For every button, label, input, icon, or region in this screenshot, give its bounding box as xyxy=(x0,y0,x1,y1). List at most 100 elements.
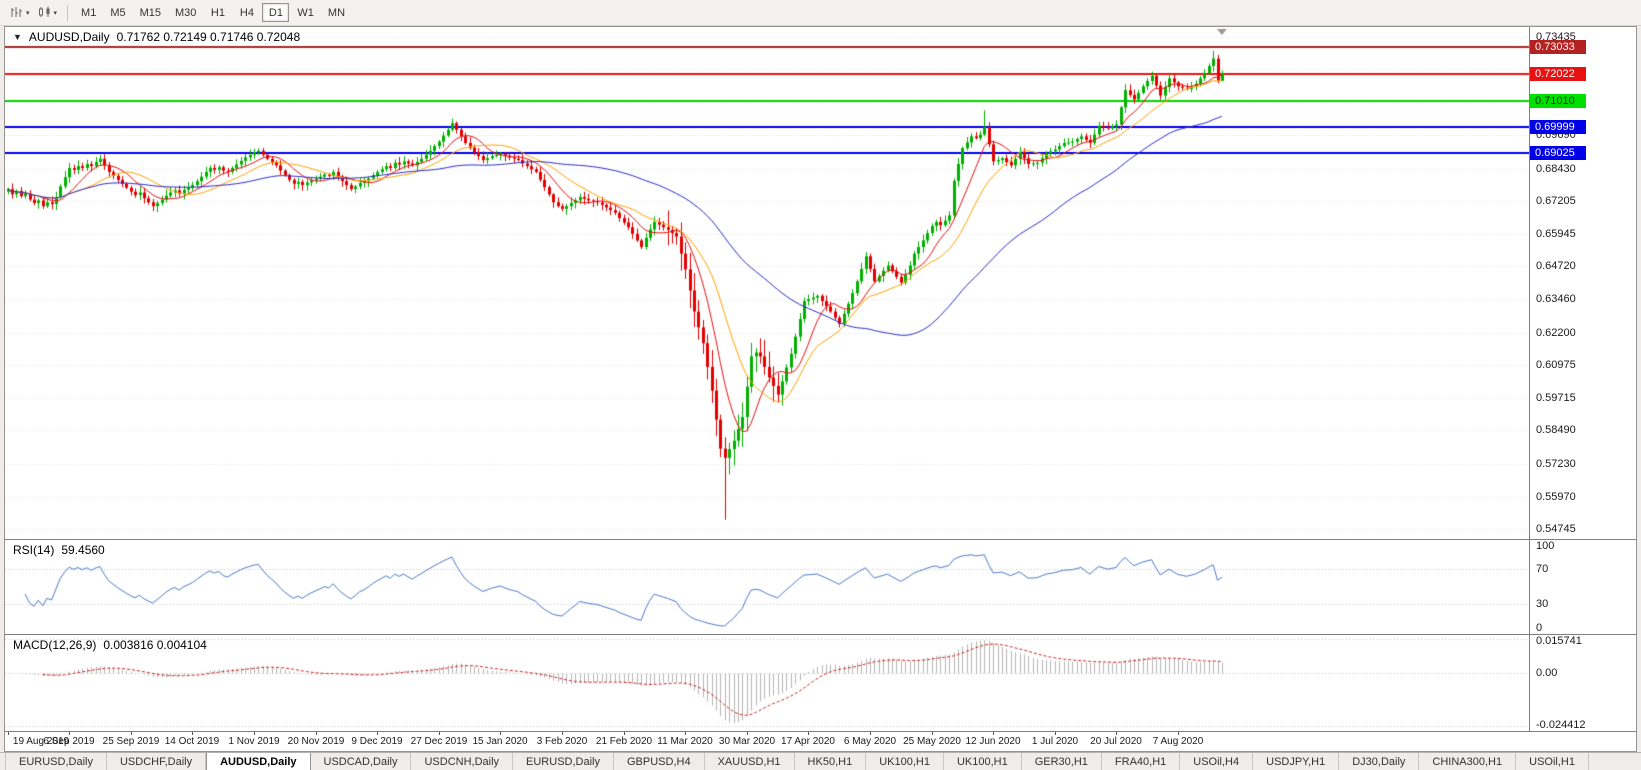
chart-tab-eurusd-daily[interactable]: EURUSD,Daily xyxy=(513,753,614,770)
timeframe-button-d1[interactable]: D1 xyxy=(262,3,290,22)
top-toolbar: ▾ ▾ M1 M5 M15 M30 H1 H4 D1 W1 MN xyxy=(0,0,1641,26)
timeframe-button-w1[interactable]: W1 xyxy=(297,6,314,19)
price-axis-label: 0.58490 xyxy=(1536,424,1576,437)
date-tick xyxy=(439,732,440,735)
chart-window: ▼ AUDUSD,Daily 0.71762 0.72149 0.71746 0… xyxy=(4,26,1637,752)
chart-tab-usdjpy-h1[interactable]: USDJPY,H1 xyxy=(1253,753,1340,770)
timeframe-button-m5[interactable]: M5 xyxy=(110,6,126,19)
chart-tab-uk100-h1[interactable]: UK100,H1 xyxy=(866,753,944,770)
chart-tab-fra40-h1[interactable]: FRA40,H1 xyxy=(1102,753,1181,770)
date-axis-label: 6 Sep 2019 xyxy=(43,736,95,747)
date-tick xyxy=(131,732,132,735)
date-tick xyxy=(1178,732,1179,735)
rsi-axis-label: 100 xyxy=(1536,540,1555,552)
price-axis-label: 0.63460 xyxy=(1536,293,1576,306)
date-tick xyxy=(377,732,378,735)
date-axis-label: 3 Feb 2020 xyxy=(536,736,588,747)
panel-separator[interactable] xyxy=(5,539,1636,540)
panel-separator[interactable] xyxy=(5,634,1636,635)
price-line-label: 0.69025 xyxy=(1530,145,1586,160)
price-chart-canvas[interactable] xyxy=(5,27,1529,539)
macd-axis[interactable]: 0.015741 0.00 -0.024412 xyxy=(1530,635,1636,731)
rsi-indicator-canvas[interactable] xyxy=(5,540,1529,634)
timeframe-toolbar: M1 M5 M15 M30 H1 H4 D1 W1 MN xyxy=(74,3,352,22)
date-tick xyxy=(870,732,871,735)
chart-tab-bar: EURUSD,Daily USDCHF,Daily AUDUSD,Daily USDC… xyxy=(0,752,1641,770)
chart-title: ▼ AUDUSD,Daily 0.71762 0.72149 0.71746 0… xyxy=(13,30,300,44)
chart-tab-gbpusd-h4[interactable]: GBPUSD,H4 xyxy=(614,753,705,770)
timeframe-button-m1[interactable]: M1 xyxy=(81,6,97,19)
price-axis-label: 0.59715 xyxy=(1536,392,1576,405)
price-axis[interactable]: 0.73435 0.69690 0.68430 0.67205 0.65945 0.647… xyxy=(1530,27,1636,539)
chart-tab-audusd-daily[interactable]: AUDUSD,Daily xyxy=(206,753,311,770)
chart-tab-usoil-h1[interactable]: USOil,H1 xyxy=(1516,753,1589,770)
chart-tab-eurusd-daily[interactable]: EURUSD,Daily xyxy=(5,753,107,770)
date-axis-label: 7 Aug 2020 xyxy=(1152,736,1204,747)
macd-axis-label: 0.00 xyxy=(1536,667,1558,680)
price-axis-label: 0.67205 xyxy=(1536,194,1576,207)
chart-tab-usdchf-daily[interactable]: USDCHF,Daily xyxy=(107,753,207,770)
date-axis-label: 21 Feb 2020 xyxy=(595,736,653,747)
date-axis-label: 15 Jan 2020 xyxy=(472,736,528,747)
panel-separator xyxy=(5,731,1636,732)
timeframe-button-m30[interactable]: M30 xyxy=(175,6,197,19)
price-line-label: 0.73033 xyxy=(1530,40,1586,55)
price-axis-label: 0.54745 xyxy=(1536,523,1576,536)
price-axis-border xyxy=(1529,27,1530,732)
price-axis-label: 0.55970 xyxy=(1536,490,1576,503)
date-tick xyxy=(8,732,9,735)
date-axis-label: 11 Mar 2020 xyxy=(657,736,713,747)
price-axis-label: 0.68430 xyxy=(1536,162,1576,175)
macd-indicator-canvas[interactable] xyxy=(5,635,1529,731)
chart-tab-china300-h1[interactable]: CHINA300,H1 xyxy=(1419,753,1517,770)
rsi-axis-label: 70 xyxy=(1536,563,1549,576)
date-tick xyxy=(192,732,193,735)
macd-name: MACD(12,26,9) xyxy=(13,638,97,652)
date-axis[interactable]: 19 Aug 2019 6 Sep 2019 25 Sep 2019 14 Oct 2… xyxy=(5,732,1636,751)
chart-tab-ger30-h1[interactable]: GER30,H1 xyxy=(1022,753,1102,770)
chart-tab-dj30-daily[interactable]: DJ30,Daily xyxy=(1339,753,1420,770)
chart-symbol-period: AUDUSD,Daily xyxy=(28,30,110,44)
rsi-axis-label: 0 xyxy=(1536,622,1543,634)
macd-axis-label: -0.024412 xyxy=(1536,719,1586,731)
price-axis-label: 0.57230 xyxy=(1536,457,1576,470)
date-tick xyxy=(1055,732,1056,735)
chevron-down-icon: ▾ xyxy=(53,9,58,17)
chart-tab-uk100-h1[interactable]: UK100,H1 xyxy=(944,753,1022,770)
rsi-label: RSI(14) 59.4560 xyxy=(13,543,105,557)
rsi-axis-label: 30 xyxy=(1536,597,1549,610)
chart-tab-usdcad-daily[interactable]: USDCAD,Daily xyxy=(311,753,412,770)
candlestick-chart-icon[interactable]: ▾ xyxy=(34,3,62,23)
date-tick xyxy=(1116,732,1117,735)
date-axis-label: 17 Apr 2020 xyxy=(781,736,835,747)
chart-tab-hk50-h1[interactable]: HK50,H1 xyxy=(795,753,867,770)
date-tick xyxy=(316,732,317,735)
bar-chart-icon[interactable]: ▾ xyxy=(6,3,34,23)
price-axis-label: 0.60975 xyxy=(1536,358,1576,371)
date-tick xyxy=(562,732,563,735)
date-axis-label: 30 Mar 2020 xyxy=(718,736,776,747)
chart-tab-usdcnh-daily[interactable]: USDCNH,Daily xyxy=(411,753,514,770)
toolbar-separator xyxy=(67,4,69,21)
date-axis-label: 25 Sep 2019 xyxy=(102,736,160,747)
date-tick xyxy=(254,732,255,735)
timeframe-button-h4[interactable]: H4 xyxy=(239,6,254,19)
date-axis-label: 9 Dec 2019 xyxy=(351,736,403,747)
chevron-down-icon: ▾ xyxy=(26,9,30,17)
timeframe-button-h1[interactable]: H1 xyxy=(210,6,225,19)
rsi-value: 59.4560 xyxy=(61,543,105,557)
price-axis-label: 0.64720 xyxy=(1536,260,1576,273)
chart-tab-usoil-h4[interactable]: USOil,H4 xyxy=(1180,753,1254,770)
date-tick xyxy=(932,732,933,735)
macd-label: MACD(12,26,9) 0.003816 0.004104 xyxy=(13,638,207,652)
price-line-label: 0.72022 xyxy=(1530,66,1586,81)
symbol-dropdown-icon[interactable]: ▼ xyxy=(13,32,22,42)
timeframe-button-mn[interactable]: MN xyxy=(327,6,346,19)
rsi-axis[interactable]: 100 70 30 0 xyxy=(1530,540,1636,634)
timeframe-button-m15[interactable]: M15 xyxy=(139,6,161,19)
date-axis-label: 20 Nov 2019 xyxy=(287,736,345,747)
date-axis-label: 19 Aug 2019 xyxy=(12,736,70,747)
date-axis-label: 12 Jun 2020 xyxy=(965,736,1021,747)
chart-tab-xauusd-h1[interactable]: XAUUSD,H1 xyxy=(705,753,795,770)
date-axis-label: 27 Dec 2019 xyxy=(410,736,468,747)
